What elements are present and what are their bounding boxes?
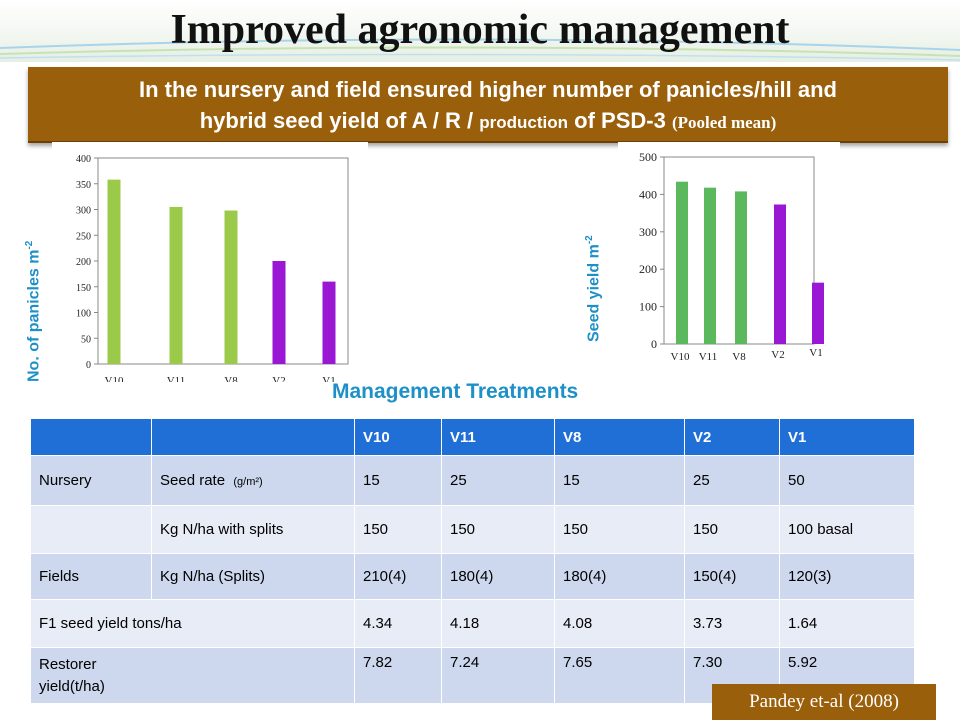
- table-cell: 150: [684, 505, 780, 554]
- table-cell: 180(4): [554, 553, 685, 600]
- y-tick-label: 200: [76, 257, 91, 268]
- bar-v8: [735, 191, 747, 344]
- table-header-row: V10 V11 V8 V2 V1: [30, 418, 915, 456]
- seed-yield-y-axis-label: Seed yield m-2: [584, 235, 603, 342]
- bar-v2: [272, 261, 286, 364]
- bar-v1: [812, 282, 824, 344]
- x-tick-label: V10: [105, 375, 124, 382]
- panicles-chart-box: 0 50 100 150 200 250 300 350 400 V10 V11 V8 V2 V1: [52, 142, 368, 387]
- table-row: Nursery Seed rate (g/m²) 15 25 15 25 50: [30, 455, 915, 506]
- table-cell: 150: [554, 505, 685, 554]
- y-tick-label: 100: [639, 300, 657, 314]
- title-band: [0, 0, 960, 62]
- bar-v8: [224, 210, 238, 364]
- table-cell: 120(3): [779, 553, 915, 600]
- y-tick-label: 250: [76, 231, 91, 242]
- banner-text-main: hybrid seed yield of A / R /: [199, 108, 474, 133]
- citation-badge: Pandey et-al (2008): [712, 684, 936, 720]
- table-cell: 180(4): [441, 553, 555, 600]
- table-row: F1 seed yield tons/ha 4.34 4.18 4.08 3.7…: [30, 599, 915, 648]
- table-header-cell: V8: [554, 418, 685, 456]
- table-cell: Kg N/ha with splits: [151, 505, 355, 554]
- table-cell: 4.34: [354, 599, 442, 648]
- y-tick-label: 300: [639, 225, 657, 239]
- table-header-cell: V1: [779, 418, 915, 456]
- y-tick-label: 300: [76, 206, 91, 217]
- y-tick-label: 100: [76, 309, 91, 320]
- table-row: Kg N/ha with splits 150 150 150 150 100 …: [30, 505, 915, 554]
- table-cell: 150: [354, 505, 442, 554]
- treatments-table: V10 V11 V8 V2 V1 Nursery Seed rate (g/m²…: [30, 418, 915, 704]
- y-tick-label: 350: [76, 180, 91, 191]
- bar-v1: [322, 281, 336, 364]
- table-cell: Restorer yield(t/ha): [30, 647, 355, 704]
- table-header-cell: V2: [684, 418, 780, 456]
- x-tick-label: V11: [699, 351, 718, 363]
- subtitle-banner: In the nursery and field ensured higher …: [28, 67, 948, 143]
- table-cell: 150(4): [684, 553, 780, 600]
- x-tick-label: V11: [167, 375, 186, 382]
- y-tick-label: 200: [639, 262, 657, 276]
- page-title: Improved agronomic management: [170, 7, 790, 53]
- x-tick-label: V10: [671, 351, 690, 363]
- table-header-cell: V10: [354, 418, 442, 456]
- table-cell: 25: [684, 455, 780, 506]
- banner-text-psd: of PSD-3: [574, 108, 666, 133]
- bar-v10: [676, 181, 688, 344]
- seed-yield-bar-chart: 0 100 200 300 400 500 V10 V11 V8 V2 V1: [639, 150, 824, 363]
- x-tick-label: V2: [272, 375, 285, 382]
- y-tick-label: 500: [639, 150, 657, 164]
- table-cell: [30, 505, 152, 554]
- y-tick-label: 400: [639, 187, 657, 201]
- table-cell: 1.64: [779, 599, 915, 648]
- table-cell: 7.24: [441, 647, 555, 704]
- bar-v11: [169, 206, 183, 364]
- table-cell: 15: [554, 455, 685, 506]
- table-cell: 15: [354, 455, 442, 506]
- title-swoosh: [0, 38, 960, 61]
- bar-v11: [704, 187, 716, 344]
- x-tick-label: V1: [809, 347, 822, 359]
- seed-rate-unit: (g/m²): [233, 476, 263, 488]
- table-cell: Nursery: [30, 455, 152, 506]
- table-cell: 50: [779, 455, 915, 506]
- table-header-cell: V11: [441, 418, 555, 456]
- panicles-y-axis-label: No. of panicles m-2: [24, 240, 43, 382]
- x-tick-label: V8: [732, 351, 746, 363]
- table-row: Fields Kg N/ha (Splits) 210(4) 180(4) 18…: [30, 553, 915, 600]
- table-cell: 7.65: [554, 647, 685, 704]
- table-cell: 150: [441, 505, 555, 554]
- table-cell: Fields: [30, 553, 152, 600]
- table-cell: 4.08: [554, 599, 685, 648]
- table-cell: 25: [441, 455, 555, 506]
- banner-text-pooled: (Pooled mean): [671, 113, 777, 132]
- banner-text-production: production: [479, 113, 569, 132]
- table-header-cell: [151, 418, 355, 456]
- banner-line-1: In the nursery and field ensured higher …: [138, 77, 837, 102]
- y-tick-label: 150: [76, 283, 91, 294]
- y-tick-label: 0: [86, 360, 91, 371]
- y-tick-label: 50: [81, 334, 91, 345]
- y-tick-label: 0: [651, 337, 657, 351]
- management-treatments-title: Management Treatments: [332, 380, 579, 403]
- seed-yield-chart-box: 0 100 200 300 400 500 V10 V11 V8 V2 V1: [618, 142, 840, 382]
- table-cell: F1 seed yield tons/ha: [30, 599, 355, 648]
- plot-area: [97, 157, 349, 365]
- table-cell: 7.82: [354, 647, 442, 704]
- table-cell: 210(4): [354, 553, 442, 600]
- table-cell: 4.18: [441, 599, 555, 648]
- banner-line-2: hybrid seed yield of A / R / production …: [28, 108, 948, 134]
- table-cell: 3.73: [684, 599, 780, 648]
- table-cell: Kg N/ha (Splits): [151, 553, 355, 600]
- table-header-cell: [30, 418, 152, 456]
- bar-v2: [774, 204, 786, 344]
- x-tick-label: V8: [224, 375, 238, 382]
- bar-v10: [107, 179, 121, 364]
- y-tick-label: 400: [76, 154, 91, 165]
- table-cell: 100 basal: [779, 505, 915, 554]
- x-tick-label: V2: [771, 349, 784, 361]
- table-cell: Seed rate (g/m²): [151, 455, 355, 506]
